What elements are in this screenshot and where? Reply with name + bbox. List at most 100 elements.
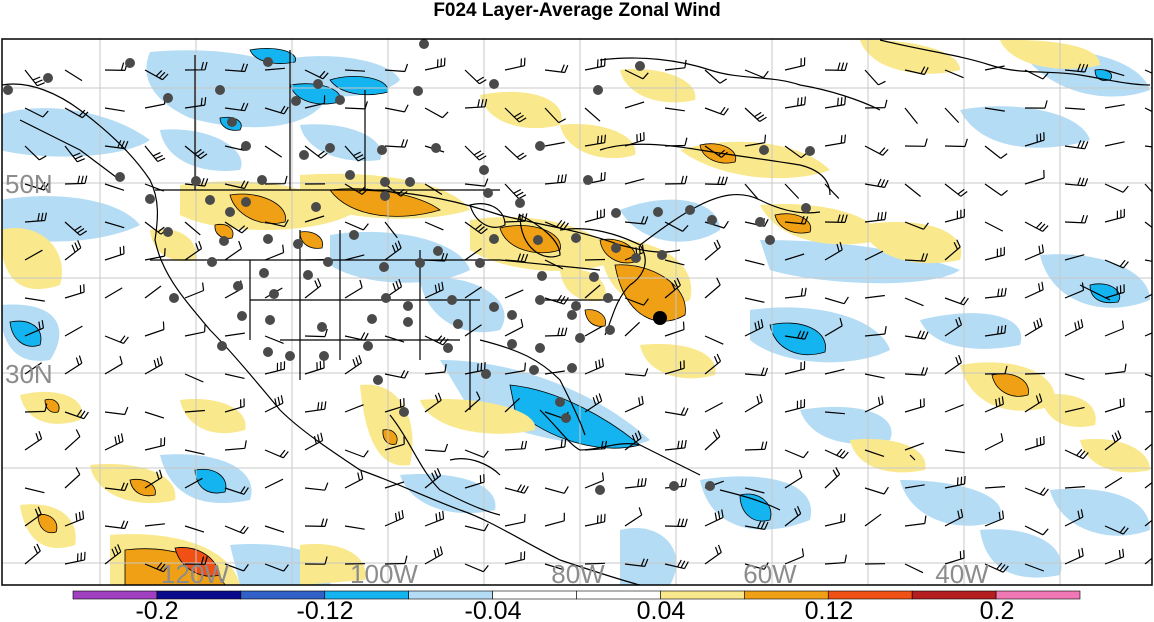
station-dot: [707, 215, 717, 225]
station-dot: [535, 295, 545, 305]
wind-barb: [184, 145, 208, 160]
wind-barb: [24, 403, 48, 413]
lat-label-30n: 30N: [5, 359, 53, 389]
wind-barb: [904, 442, 925, 451]
wind-barb: [904, 563, 924, 574]
wind-barb: [864, 178, 889, 188]
station-dot: [759, 145, 769, 155]
wind-barb: [1024, 393, 1043, 413]
station-dot: [163, 227, 173, 237]
wind-barb: [224, 525, 249, 535]
wind-barb: [704, 239, 721, 261]
wind-barb: [584, 562, 606, 565]
wind-barb: [104, 335, 129, 344]
wind-barb: [984, 365, 1008, 375]
wind-barb: [744, 183, 759, 200]
wind-barb: [424, 467, 442, 489]
wind-barb: [984, 486, 1006, 489]
wind-barb: [864, 395, 884, 413]
wind-barb: [904, 484, 925, 489]
station-dot: [657, 250, 667, 260]
wind-barb: [1104, 208, 1125, 223]
wind-barb: [1064, 254, 1085, 261]
station-dot: [373, 375, 383, 385]
wind-barb: [424, 510, 445, 527]
wind-barb: [384, 555, 408, 565]
wind-barb: [104, 287, 123, 299]
wind-barb: [1064, 140, 1089, 150]
wind-barb: [1104, 476, 1123, 489]
station-dot: [635, 61, 645, 71]
wind-barb: [664, 518, 688, 528]
wind-barb: [1024, 100, 1048, 109]
station-dot: [257, 175, 267, 185]
wind-barb: [944, 208, 965, 223]
station-dot: [299, 150, 309, 160]
wind-barb: [664, 137, 688, 147]
wind-barb: [864, 294, 885, 299]
wind-barb: [664, 407, 689, 416]
wind-barb: [224, 440, 247, 451]
wind-barb: [784, 215, 809, 225]
boundaries: [2, 39, 1151, 585]
station-dot: [431, 143, 441, 153]
wind-barb: [424, 364, 447, 375]
station-dot: [311, 202, 321, 212]
station-dot: [367, 314, 377, 324]
wind-barb: [304, 215, 325, 223]
station-dot: [237, 311, 247, 321]
wind-barb: [24, 297, 45, 302]
wind-barb: [104, 482, 129, 492]
wind-barb: [664, 59, 687, 71]
wind-barb: [824, 467, 841, 489]
wind-barb: [24, 487, 45, 494]
wind-barb: [704, 176, 728, 186]
wind-barb: [544, 327, 568, 337]
wind-barb: [104, 544, 122, 565]
wind-barb: [184, 525, 205, 533]
wind-barb: [344, 404, 364, 413]
wind-barb: [624, 178, 645, 185]
wind-barb: [304, 328, 328, 338]
wind-barb: [224, 180, 249, 190]
wind-barb: [984, 433, 1004, 451]
wind-barb: [1064, 373, 1085, 380]
station-dot: [325, 143, 335, 153]
wind-barb: [784, 505, 802, 527]
wind-barb: [1064, 486, 1085, 489]
wind-barb: [544, 107, 566, 124]
station-dot: [453, 319, 463, 329]
wind-barb: [1144, 69, 1152, 74]
station-dot: [489, 234, 499, 244]
wind-barb: [704, 277, 721, 299]
wind-barb: [744, 520, 769, 530]
wind-barb: [944, 107, 960, 124]
station-dot: [263, 347, 273, 357]
wind-barb: [224, 373, 245, 379]
wind-barb: [264, 395, 284, 413]
station-dot: [217, 341, 227, 351]
wind-barb: [944, 239, 961, 261]
station-dot: [191, 176, 201, 186]
station-dot: [611, 208, 621, 218]
station-dot: [293, 239, 303, 249]
station-dot: [145, 194, 155, 204]
wind-barb: [24, 145, 47, 161]
wind-barb: [864, 373, 885, 379]
wind-barb: [704, 544, 722, 565]
wind-barb: [64, 107, 89, 119]
wind-barb: [1024, 132, 1045, 147]
station-dot: [207, 257, 217, 267]
wind-barb: [304, 482, 329, 491]
wind-barb: [464, 221, 488, 235]
wind-barb: [104, 355, 123, 375]
wind-barb: [504, 183, 527, 200]
station-dot: [169, 293, 179, 303]
wind-barb: [824, 214, 848, 223]
wind-barb: [1024, 317, 1043, 337]
wind-barb: [344, 254, 365, 261]
wind-barb: [384, 104, 409, 113]
station-dot: [571, 301, 581, 311]
colorbar-label: 0.12: [805, 597, 854, 622]
station-dot: [115, 172, 125, 182]
